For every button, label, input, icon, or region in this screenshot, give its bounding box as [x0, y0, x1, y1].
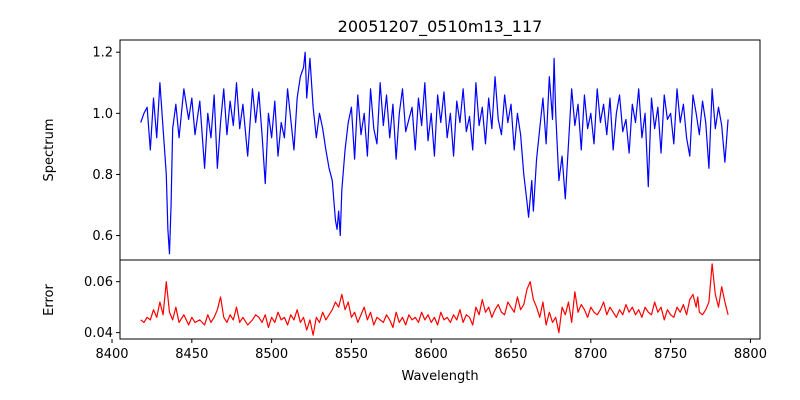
ytick-label: 1.2 — [92, 46, 113, 61]
chart-title: 20051207_0510m13_117 — [338, 17, 543, 37]
ytick-label: 0.8 — [92, 168, 113, 183]
error-ticks: 0.04 0.06 — [84, 275, 120, 341]
xtick-label: 8450 — [175, 347, 208, 362]
xtick-label: 8750 — [654, 347, 687, 362]
x-axis-label: Wavelength — [401, 369, 478, 384]
xtick-label: 8650 — [494, 347, 527, 362]
ytick-label: 0.06 — [84, 275, 113, 290]
error-panel: 0.04 0.06 Error — [42, 259, 761, 341]
xtick-label: 8500 — [255, 347, 288, 362]
x-axis: 8400 8450 8500 8550 8600 8650 8700 8750 8800 — [95, 339, 767, 362]
xtick-label: 8400 — [95, 347, 128, 362]
spectrum-line — [140, 51, 729, 255]
error-ylabel: Error — [42, 284, 57, 316]
xtick-label: 8600 — [415, 347, 448, 362]
ytick-label: 0.04 — [84, 326, 113, 341]
xtick-label: 8700 — [574, 347, 607, 362]
error-frame — [119, 259, 761, 340]
xtick-label: 8550 — [335, 347, 368, 362]
xtick-label: 8800 — [734, 347, 767, 362]
ytick-label: 0.6 — [92, 229, 113, 244]
spectrum-ylabel: Spectrum — [42, 119, 57, 182]
ytick-label: 1.0 — [92, 107, 113, 122]
spectrum-panel: 0.6 0.8 1.0 1.2 Spectrum — [42, 39, 761, 261]
error-line — [140, 263, 729, 336]
spectrum-ticks: 0.6 0.8 1.0 1.2 — [92, 46, 120, 244]
